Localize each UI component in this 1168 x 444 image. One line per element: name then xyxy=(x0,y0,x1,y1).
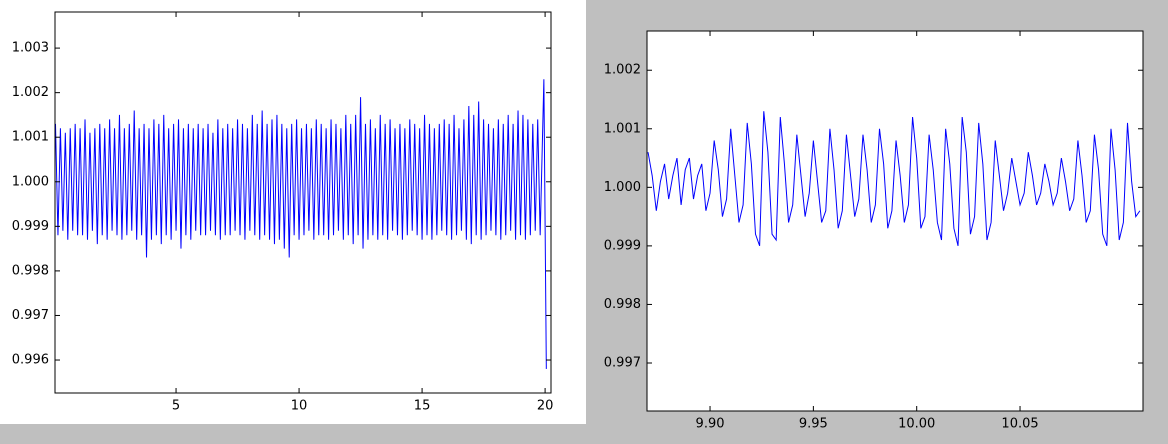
y-tick-label: 1.002 xyxy=(12,85,49,100)
axes-background xyxy=(647,31,1143,411)
x-tick-label: 10.00 xyxy=(898,417,935,432)
x-tick-label: 5 xyxy=(172,399,180,414)
y-tick-label: 0.998 xyxy=(12,263,49,278)
data-line xyxy=(55,79,547,369)
y-tick-label: 1.000 xyxy=(604,180,641,195)
axes-frame xyxy=(54,11,552,394)
x-tick-label: 9.90 xyxy=(696,417,725,432)
axes-frame xyxy=(646,30,1144,412)
y-tick-label: 0.997 xyxy=(12,308,49,323)
x-tick-label: 15 xyxy=(414,399,431,414)
data-line xyxy=(647,111,1141,247)
y-tick-label: 1.003 xyxy=(12,41,49,56)
y-tick-label: 1.001 xyxy=(12,130,49,145)
y-tick-label: 1.000 xyxy=(12,174,49,189)
y-tick-label: 0.996 xyxy=(12,353,49,368)
y-tick-label: 1.001 xyxy=(604,121,641,136)
y-tick-label: 0.997 xyxy=(604,355,641,370)
x-tick-label: 10 xyxy=(291,399,308,414)
y-tick-label: 0.999 xyxy=(12,219,49,234)
y-tick-label: 0.998 xyxy=(604,297,641,312)
x-tick-label: 20 xyxy=(537,399,554,414)
x-tick-label: 10.05 xyxy=(1001,417,1038,432)
x-tick-label: 9.95 xyxy=(799,417,828,432)
y-tick-label: 0.999 xyxy=(604,238,641,253)
y-tick-label: 1.002 xyxy=(604,63,641,78)
